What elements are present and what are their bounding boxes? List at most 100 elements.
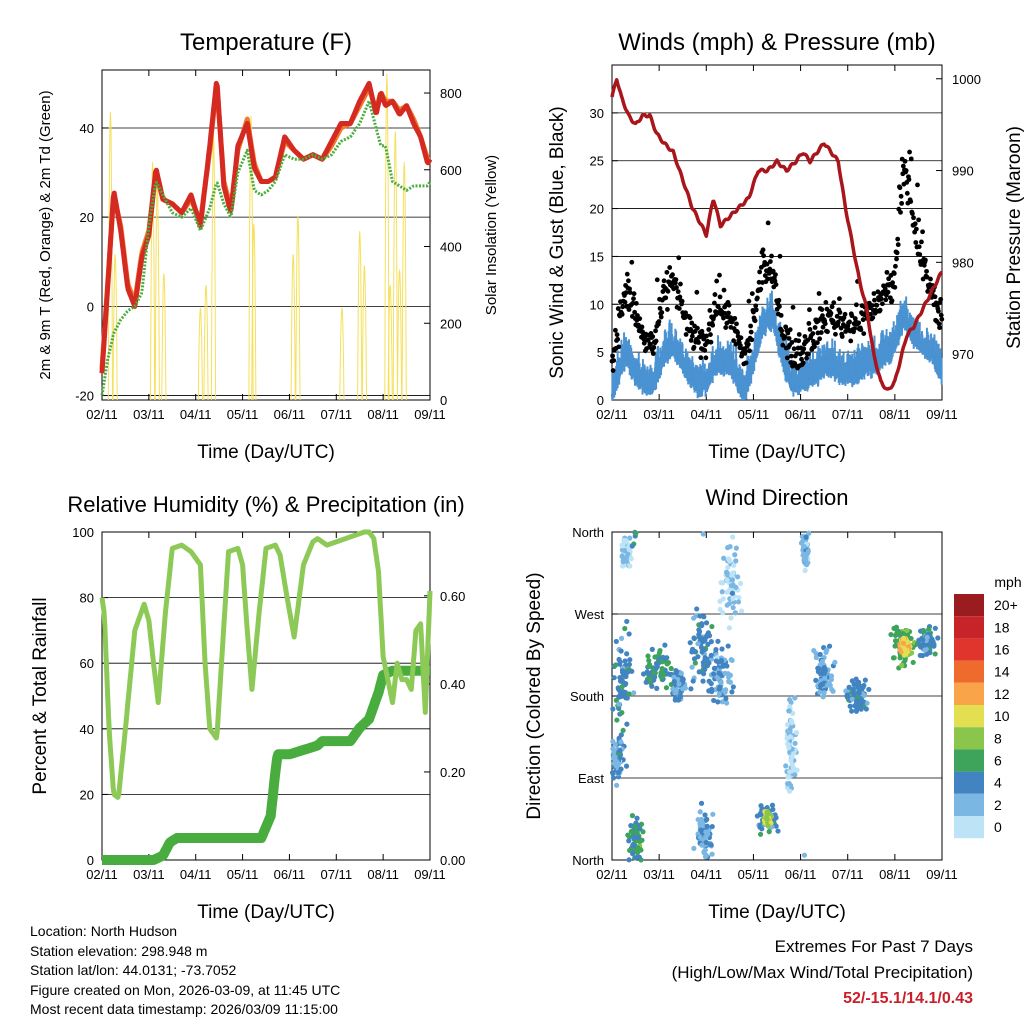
gust-point — [924, 268, 929, 274]
wind-axes: 02/11 03/11 04/11 05/11 06/11 07/11 08/11 09/11… — [590, 29, 981, 463]
wind-direction-point — [732, 610, 738, 616]
rh-xtick-label: 06/11 — [274, 867, 306, 882]
wind-direction-point — [611, 675, 617, 681]
wind-direction-point — [663, 685, 670, 691]
wind-direction-point — [722, 670, 728, 676]
wind-direction-point — [693, 613, 699, 619]
wind-direction-point — [716, 686, 722, 692]
colorbar-swatch — [954, 616, 984, 639]
gust-point — [828, 310, 834, 316]
wind-direction-point — [801, 557, 807, 563]
gust-point — [619, 311, 625, 317]
wind-direction-point — [624, 669, 631, 675]
wind-direction-point — [653, 660, 660, 667]
wind-direction-point — [729, 590, 736, 596]
wind-frame — [611, 64, 943, 401]
gust-point — [892, 284, 898, 290]
gust-point — [805, 351, 811, 357]
wind-direction-point — [619, 710, 625, 716]
wind-ylabel-left: Sonic Wind & Gust (Blue, Black) — [547, 106, 568, 378]
gust-point — [610, 368, 616, 373]
wdir-xlabel: Time (Day/UTC) — [708, 902, 846, 923]
wind-direction-point — [702, 657, 708, 663]
wind-direction-point — [710, 811, 716, 817]
wind-direction-point — [646, 671, 653, 677]
gust-point — [654, 277, 660, 283]
wind-direction-point — [697, 809, 703, 815]
wind-direction-point — [726, 674, 732, 680]
gust-point — [664, 269, 670, 275]
wind-direction-point — [821, 670, 828, 676]
gust-point — [788, 353, 794, 359]
solar-insolation-peak — [401, 162, 407, 401]
gust-point — [869, 303, 875, 308]
wind-direction-point — [859, 698, 865, 704]
colorbar-label: 2 — [994, 797, 1002, 813]
wind-direction-point — [832, 659, 838, 665]
wind-direction-point — [731, 562, 737, 568]
wind-direction-point — [705, 831, 711, 837]
gust-point — [616, 344, 622, 350]
wind-direction-point — [813, 654, 819, 661]
wind-direction-point — [757, 831, 764, 837]
rh-axes: 02/11 03/11 04/11 05/11 06/11 07/11 08/11 09/11… — [67, 492, 465, 923]
gust-point — [838, 325, 844, 331]
gust-point — [783, 324, 789, 330]
temp-ytick-label: 40 — [80, 121, 94, 136]
wind-direction-point — [711, 671, 717, 677]
temp-xtick-label: 07/11 — [320, 407, 352, 422]
wind-direction-point — [922, 647, 928, 653]
wind-xtick-label: 07/11 — [832, 407, 864, 422]
wind-direction-point — [726, 600, 732, 607]
gust-point — [780, 342, 786, 348]
wind-direction-point — [626, 838, 632, 844]
wind-direction-point — [689, 664, 695, 670]
wind-direction-point — [730, 595, 736, 602]
wind-direction-point — [629, 668, 635, 674]
colorbar-swatch — [954, 682, 984, 705]
wind-direction-point — [811, 647, 817, 654]
wind-direction-point — [689, 646, 696, 652]
wind-direction-point — [813, 677, 819, 683]
gust-point — [802, 334, 808, 339]
wind-ytick-right-label: 980 — [952, 255, 974, 270]
temp-ytick-right-label: 800 — [440, 86, 462, 101]
colorbar-label: 4 — [994, 775, 1002, 791]
wind-direction-point — [700, 647, 707, 653]
wind-direction-point — [784, 741, 791, 747]
wind-direction-point — [787, 704, 793, 710]
wdir-xtick-label: 05/11 — [738, 867, 770, 882]
wind-direction-point — [613, 638, 619, 645]
gust-point — [874, 302, 880, 308]
temp-ytick-right-label: 0 — [440, 393, 447, 408]
wind-direction-point — [829, 686, 835, 693]
wind-direction-point — [784, 722, 791, 728]
gust-point — [852, 326, 858, 331]
rh-ytick-right-label: 0.00 — [440, 853, 465, 868]
gust-point — [833, 331, 838, 337]
rh-xtick-label: 02/11 — [86, 867, 118, 882]
gust-point — [661, 278, 667, 284]
wind-direction-point — [846, 684, 852, 690]
gust-point — [749, 291, 755, 296]
wind-direction-point — [724, 700, 730, 706]
colorbar-swatch — [954, 749, 984, 772]
wind-direction-point — [624, 651, 630, 657]
wind-direction-point — [618, 648, 624, 654]
solar-insolation-peak — [161, 273, 167, 401]
wind-direction-point — [635, 845, 641, 851]
wind-direction-point — [735, 599, 742, 605]
solar-insolation-peak — [295, 215, 301, 401]
wind-direction-point — [620, 727, 626, 734]
wind-direction-point — [921, 628, 927, 634]
wdir-title: Wind Direction — [705, 485, 848, 510]
gust-point — [856, 320, 862, 326]
wind-direction-point — [815, 669, 821, 675]
gust-point — [891, 271, 897, 276]
gust-point — [694, 289, 700, 295]
wind-direction-point — [803, 534, 809, 540]
gust-point — [825, 329, 830, 335]
gust-point — [710, 322, 716, 328]
wind-direction-point — [696, 629, 703, 635]
gust-point — [641, 340, 647, 346]
